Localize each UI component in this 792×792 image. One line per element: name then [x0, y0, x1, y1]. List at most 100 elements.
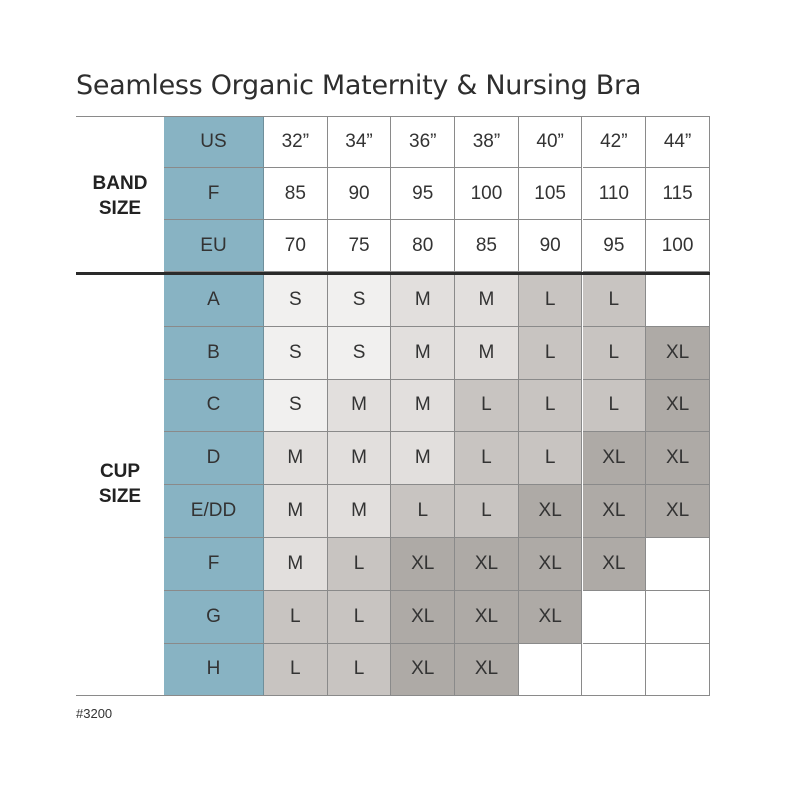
- cup-size-cell: L: [391, 485, 456, 538]
- cup-row-header: F: [164, 538, 264, 591]
- page-title: Seamless Organic Maternity & Nursing Bra: [76, 70, 642, 101]
- band-size-cell: 36”: [391, 116, 456, 168]
- cup-size-cell: [646, 590, 710, 644]
- cup-size-cell: M: [391, 379, 456, 433]
- cup-size-cell: XL: [582, 432, 647, 486]
- cup-size-cell: [518, 643, 583, 697]
- cup-size-cell: M: [264, 432, 328, 486]
- cup-size-cell: XL: [391, 538, 456, 591]
- cup-size-cell: M: [264, 538, 328, 591]
- band-row-header: F: [164, 168, 264, 220]
- cup-size-cell: XL: [518, 590, 583, 644]
- cup-size-cell: XL: [582, 485, 647, 538]
- band-row-header: EU: [164, 220, 264, 272]
- cup-size-cell: S: [264, 326, 328, 380]
- cup-size-cell: [646, 643, 710, 697]
- band-size-cell: 38”: [455, 116, 519, 168]
- cup-size-cell: XL: [455, 643, 519, 697]
- cup-size-cell: M: [264, 485, 328, 538]
- cup-size-cell: M: [391, 326, 456, 380]
- band-row-header: US: [164, 116, 264, 168]
- cup-size-cell: M: [327, 432, 392, 486]
- cup-size-cell: [646, 538, 710, 591]
- cup-size-cell: XL: [646, 326, 710, 380]
- top-rule: [76, 116, 710, 117]
- cup-size-cell: XL: [455, 538, 519, 591]
- cup-size-cell: M: [391, 432, 456, 486]
- bottom-rule: [76, 695, 710, 696]
- band-size-cell: 70: [264, 220, 328, 272]
- cup-row-header: C: [164, 379, 264, 433]
- cup-size-cell: M: [391, 274, 456, 327]
- band-size-cell: 100: [455, 168, 519, 220]
- cup-size-cell: [582, 590, 647, 644]
- cup-size-cell: S: [327, 274, 392, 327]
- cup-size-cell: XL: [646, 485, 710, 538]
- band-size-cell: 85: [264, 168, 328, 220]
- cup-size-label-line2: SIZE: [98, 486, 142, 507]
- cup-size-cell: S: [264, 274, 328, 327]
- cup-row-header: E/DD: [164, 485, 264, 538]
- section-divider: [76, 272, 710, 275]
- band-size-cell: 75: [327, 220, 392, 272]
- cup-size-cell: XL: [646, 432, 710, 486]
- cup-size-cell: S: [264, 379, 328, 433]
- cup-size-label: CUP SIZE: [76, 459, 164, 509]
- cup-size-cell: L: [582, 326, 647, 380]
- cup-size-cell: S: [327, 326, 392, 380]
- band-size-label-line1: BAND: [92, 173, 148, 194]
- band-size-cell: 105: [518, 168, 583, 220]
- cup-size-cell: XL: [455, 590, 519, 644]
- cup-size-cell: L: [327, 590, 392, 644]
- cup-size-cell: L: [455, 485, 519, 538]
- cup-size-cell: M: [455, 274, 519, 327]
- band-size-label-line2: SIZE: [98, 198, 142, 219]
- cup-row-header: G: [164, 590, 264, 644]
- band-size-cell: 90: [518, 220, 583, 272]
- band-size-cell: 80: [391, 220, 456, 272]
- cup-size-cell: XL: [518, 485, 583, 538]
- cup-row-header: A: [164, 274, 264, 327]
- cup-size-cell: XL: [391, 590, 456, 644]
- band-size-cell: 85: [455, 220, 519, 272]
- band-size-cell: 100: [646, 220, 710, 272]
- band-size-cell: 90: [327, 168, 392, 220]
- cup-size-cell: L: [518, 326, 583, 380]
- cup-size-cell: XL: [518, 538, 583, 591]
- cup-size-cell: XL: [582, 538, 647, 591]
- cup-size-cell: L: [518, 379, 583, 433]
- cup-size-cell: L: [518, 274, 583, 327]
- cup-size-cell: L: [455, 432, 519, 486]
- style-number: #3200: [76, 706, 113, 721]
- cup-size-label-line1: CUP: [99, 461, 141, 482]
- band-size-cell: 110: [582, 168, 647, 220]
- cup-size-cell: L: [582, 379, 647, 433]
- band-size-cell: 95: [582, 220, 647, 272]
- band-size-cell: 34”: [327, 116, 392, 168]
- cup-size-cell: M: [327, 379, 392, 433]
- cup-row-header: H: [164, 643, 264, 697]
- cup-size-cell: L: [264, 590, 328, 644]
- band-size-cell: 32”: [264, 116, 328, 168]
- cup-size-cell: M: [327, 485, 392, 538]
- cup-size-cell: L: [518, 432, 583, 486]
- cup-size-cell: L: [455, 379, 519, 433]
- cup-size-cell: L: [264, 643, 328, 697]
- band-size-cell: 115: [646, 168, 710, 220]
- cup-size-cell: XL: [646, 379, 710, 433]
- band-size-cell: 44”: [646, 116, 710, 168]
- band-size-cell: 42”: [582, 116, 647, 168]
- cup-size-cell: XL: [391, 643, 456, 697]
- cup-size-cell: L: [327, 538, 392, 591]
- cup-size-cell: L: [582, 274, 647, 327]
- cup-size-cell: [646, 274, 710, 327]
- cup-size-cell: [582, 643, 647, 697]
- cup-size-cell: L: [327, 643, 392, 697]
- cup-row-header: B: [164, 326, 264, 380]
- band-size-label: BAND SIZE: [76, 171, 164, 221]
- cup-size-cell: M: [455, 326, 519, 380]
- size-chart-table: BAND SIZE CUP SIZE US 32” 34” 36” 38” 40” 42” 4…: [76, 116, 710, 697]
- band-size-cell: 95: [391, 168, 456, 220]
- band-size-cell: 40”: [518, 116, 583, 168]
- cup-row-header: D: [164, 432, 264, 486]
